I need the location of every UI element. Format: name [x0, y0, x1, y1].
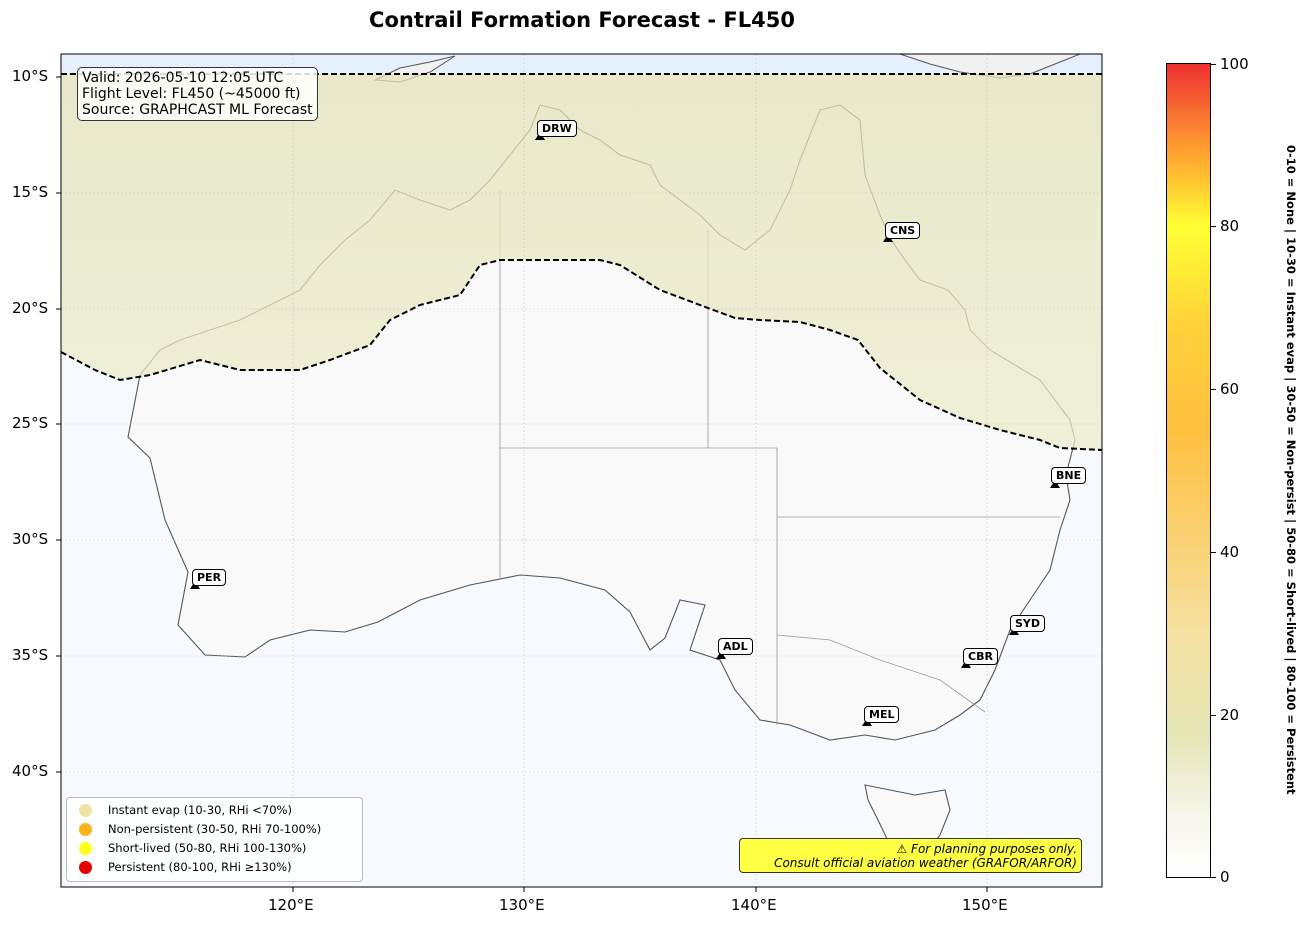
legend-label: Instant evap (10-30, RHi <70%)	[108, 803, 292, 817]
colorbar-tick-mark	[1211, 877, 1216, 878]
map-frame	[60, 53, 1103, 888]
city-label-bne: BNE	[1051, 467, 1087, 484]
city-label-cbr: CBR	[963, 648, 998, 665]
legend-label: Persistent (80-100, RHi ≥130%)	[108, 860, 292, 874]
colorbar-tick: 20	[1220, 706, 1240, 724]
city-label-adl: ADL	[718, 638, 753, 655]
legend-item-short-lived: Short-lived (50-80, RHi 100-130%)	[79, 841, 306, 855]
lon-tick: 140°E	[731, 896, 777, 914]
lat-tick: 35°S	[12, 646, 49, 664]
legend-dot-icon	[79, 804, 92, 817]
city-label-syd: SYD	[1010, 615, 1046, 632]
gridlines	[61, 54, 1102, 887]
legend: Instant evap (10-30, RHi <70%) Non-persi…	[66, 797, 363, 882]
info-box: Valid: 2026-05-10 12:05 UTC Flight Level…	[77, 67, 318, 121]
zone-boundary-south	[61, 259, 1102, 451]
colorbar-tick: 80	[1220, 217, 1240, 235]
city-marker-bne	[1050, 480, 1060, 488]
colorbar-tick: 40	[1220, 543, 1240, 561]
legend-dot-icon	[79, 842, 92, 855]
city-label-cns: CNS	[885, 222, 921, 239]
city-label-mel: MEL	[864, 706, 900, 723]
map-title: Contrail Formation Forecast - FL450	[369, 8, 795, 32]
legend-label: Short-lived (50-80, RHi 100-130%)	[108, 841, 307, 855]
colorbar-tick-mark	[1211, 64, 1216, 65]
legend-item-instant-evap: Instant evap (10-30, RHi <70%)	[79, 803, 292, 817]
legend-label: Non-persistent (30-50, RHi 70-100%)	[108, 822, 322, 836]
city-markers	[190, 132, 1060, 726]
colorbar	[1166, 63, 1211, 878]
lon-tick: 150°E	[962, 896, 1008, 914]
legend-item-non-persistent: Non-persistent (30-50, RHi 70-100%)	[79, 822, 321, 836]
valid-time: Valid: 2026-05-10 12:05 UTC	[82, 70, 284, 86]
lat-tick: 25°S	[12, 414, 49, 432]
colorbar-tick: 60	[1220, 380, 1240, 398]
colorbar-tick-mark	[1211, 389, 1216, 390]
lat-tick: 10°S	[12, 67, 49, 85]
colorbar-tick-mark	[1211, 226, 1216, 227]
city-label-drw: DRW	[537, 120, 577, 137]
lat-tick: 15°S	[12, 183, 49, 201]
legend-dot-icon	[79, 861, 92, 874]
contrail-zone	[61, 74, 1102, 450]
lat-tick: 30°S	[12, 530, 49, 548]
lon-tick: 120°E	[268, 896, 314, 914]
colorbar-label: 0-10 = None | 10-30 = Instant evap | 30-…	[1284, 145, 1298, 795]
warning-line-1: ⚠ For planning purposes only.	[896, 842, 1077, 856]
colorbar-tick: 0	[1220, 868, 1230, 886]
planning-warning: ⚠ For planning purposes only. Consult of…	[739, 838, 1082, 873]
lat-tick: 20°S	[12, 299, 49, 317]
tick-marks	[56, 76, 988, 892]
city-marker-adl	[716, 651, 726, 659]
lon-tick: 130°E	[499, 896, 545, 914]
legend-item-persistent: Persistent (80-100, RHi ≥130%)	[79, 860, 292, 874]
city-label-per: PER	[192, 569, 227, 586]
legend-dot-icon	[79, 823, 92, 836]
colorbar-tick: 100	[1220, 55, 1249, 73]
colorbar-tick-mark	[1211, 715, 1216, 716]
warning-line-2: Consult official aviation weather (GRAFO…	[774, 856, 1077, 870]
flight-level: Flight Level: FL450 (~45000 ft)	[82, 86, 301, 102]
lat-tick: 40°S	[12, 762, 49, 780]
colorbar-tick-mark	[1211, 552, 1216, 553]
north-strip	[61, 54, 1102, 74]
data-source: Source: GRAPHCAST ML Forecast	[82, 102, 313, 118]
